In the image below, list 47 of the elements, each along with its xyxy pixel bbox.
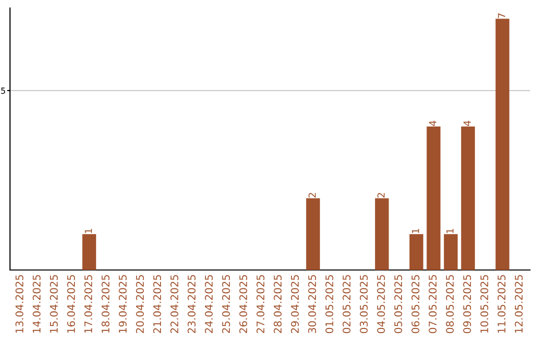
data-label: 2: [377, 193, 385, 198]
x-tick-label: 26.04.2025: [239, 275, 248, 334]
x-tick-label: 07.05.2025: [428, 275, 437, 334]
x-tick-label: 29.04.2025: [290, 275, 299, 334]
x-tick-label: 20.04.2025: [136, 275, 144, 334]
bar: [409, 234, 424, 270]
data-label: 2: [308, 193, 316, 198]
x-tick-label: 24.04.2025: [204, 275, 213, 334]
data-label: 1: [446, 228, 454, 234]
x-tick-label: 30.04.2025: [308, 275, 316, 334]
x-tick-label: 27.04.2025: [256, 275, 264, 334]
x-tick-label: 22.04.2025: [170, 275, 178, 334]
x-tick-label: 15.04.2025: [50, 275, 58, 333]
bar: [426, 126, 440, 270]
bar: [82, 234, 96, 270]
x-tick-label: 04.05.2025: [377, 275, 385, 334]
data-label: 4: [464, 120, 471, 126]
data-label: 1: [412, 228, 420, 234]
bar: [496, 18, 510, 270]
bar: [461, 126, 475, 270]
x-tick-label: 02.05.2025: [342, 275, 351, 334]
x-tick-label: 10.05.2025: [480, 275, 488, 333]
bar: [375, 198, 389, 270]
x-tick-label: 28.04.2025: [274, 275, 282, 334]
x-tick-label: 16.04.2025: [67, 275, 76, 333]
x-tick-label: 21.04.2025: [153, 275, 162, 334]
x-tick-label: 23.04.2025: [188, 275, 196, 334]
x-tick-label: 06.05.2025: [412, 275, 420, 334]
x-tick-label: 19.04.2025: [118, 275, 127, 333]
data-label: 7: [498, 13, 506, 18]
data-label: 1: [84, 228, 92, 234]
x-tick-label: 18.04.2025: [102, 275, 110, 333]
y-tick-label: 5: [1, 88, 6, 94]
x-tick-label: 08.05.2025: [446, 275, 454, 334]
x-tick-label: 12.05.2025: [514, 275, 523, 333]
bar: [306, 198, 320, 270]
bar: [444, 234, 458, 270]
x-tick-label: 11.05.2025: [498, 275, 506, 333]
x-tick-label: 05.05.2025: [394, 275, 402, 334]
x-tick-label: 14.04.2025: [32, 275, 41, 333]
x-tick-label: 03.05.2025: [360, 275, 368, 334]
x-tick-label: 01.05.2025: [325, 275, 334, 334]
x-tick-label: 13.04.2025: [15, 275, 24, 333]
x-tick-label: 09.05.2025: [463, 275, 472, 334]
x-tick-label: 17.04.2025: [84, 275, 92, 333]
x-tick-label: 25.04.2025: [222, 275, 230, 334]
data-label: 4: [429, 120, 436, 126]
